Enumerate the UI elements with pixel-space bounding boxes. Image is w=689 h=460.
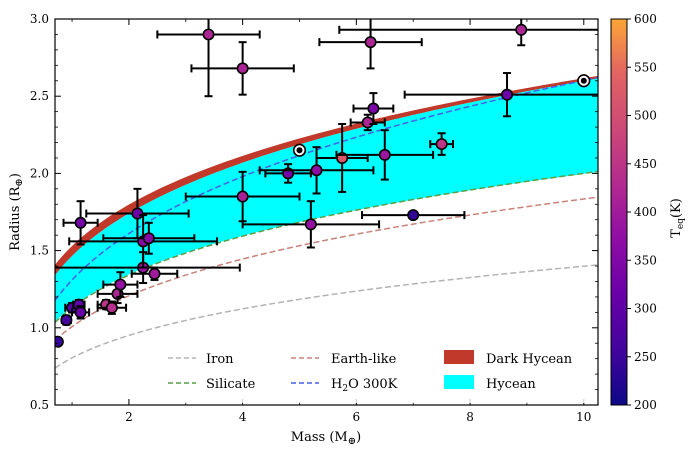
x-tick-label: 2 xyxy=(125,410,133,424)
legend-swatch-dark-hycean xyxy=(444,350,474,364)
colorbar-tick-label: 500 xyxy=(634,109,657,123)
data-point-5 xyxy=(71,305,91,320)
data-point-16 xyxy=(156,19,261,98)
y-tick-label: 2.0 xyxy=(30,166,49,180)
data-point-10 xyxy=(102,271,139,298)
iron-curve xyxy=(55,264,598,369)
x-tick-label: 8 xyxy=(466,410,474,424)
legend-label-iron: Iron xyxy=(206,352,234,367)
colorbar-tick-label: 550 xyxy=(634,60,657,74)
hycean-band xyxy=(55,78,598,322)
data-point-27 xyxy=(335,129,435,181)
y-tick-label: 0.5 xyxy=(30,398,49,412)
y-tick-label: 1.5 xyxy=(30,244,49,258)
data-point-26 xyxy=(352,92,395,125)
colorbar-tick-label: 300 xyxy=(634,302,657,316)
data-point-14 xyxy=(102,221,196,255)
y-tick-label: 1.0 xyxy=(30,321,49,335)
colorbar-tick-label: 400 xyxy=(634,205,657,219)
colorbar: 200 250 300 350 400 450 500 550 600 Teq(K) xyxy=(610,12,686,412)
y-axis-label: Radius (R⊕) xyxy=(8,173,25,251)
data-point-32 xyxy=(577,74,591,88)
data-point-18 xyxy=(184,170,301,223)
data-point-28 xyxy=(361,209,466,222)
data-point-8 xyxy=(96,300,128,315)
legend: Iron Earth-like Dark Hycean Silicate H2O… xyxy=(155,339,595,403)
legend-label-dark-hycean: Dark Hycean xyxy=(486,352,573,367)
data-point-15 xyxy=(130,266,179,281)
legend-box xyxy=(155,339,595,403)
data-point-20 xyxy=(292,143,307,157)
plot-area xyxy=(55,19,598,369)
colorbar-tick-label: 350 xyxy=(634,253,657,267)
data-point-25 xyxy=(318,19,423,70)
colorbar-tick-label: 600 xyxy=(634,12,657,26)
x-tick-label: 6 xyxy=(353,410,361,424)
legend-label-water: H2O 300K xyxy=(331,377,398,394)
plot-frame xyxy=(54,18,599,406)
colorbar-tick-label: 200 xyxy=(634,398,657,412)
legend-label-earth-like: Earth-like xyxy=(331,352,397,367)
earth-like-curve xyxy=(55,196,598,341)
data-point-17 xyxy=(190,41,295,96)
y-tick-label: 3.0 xyxy=(30,12,49,26)
y-tick-label: 2.5 xyxy=(30,89,49,103)
data-point-29 xyxy=(429,132,455,156)
axis-ticks: 2 4 6 8 10 0.5 1.0 1.5 2.0 2.5 3.0 xyxy=(30,12,598,424)
colorbar-tick-label: 450 xyxy=(634,157,657,171)
data-point-2 xyxy=(60,314,73,327)
x-tick-label: 10 xyxy=(576,410,591,424)
colorbar-tick-label: 250 xyxy=(634,350,657,364)
legend-swatch-hycean xyxy=(444,375,474,389)
data-point-21 xyxy=(241,200,381,249)
legend-label-hycean: Hycean xyxy=(486,377,536,392)
silicate-curve xyxy=(55,170,598,324)
data-point-31 xyxy=(338,19,598,47)
x-axis-label: Mass (M⊕) xyxy=(291,430,361,447)
data-point-6 xyxy=(62,200,99,246)
x-tick-label: 4 xyxy=(239,410,247,424)
data-point-30 xyxy=(403,72,598,118)
colorbar-gradient xyxy=(610,18,628,406)
data-point-1 xyxy=(55,335,64,348)
legend-label-silicate: Silicate xyxy=(206,377,256,392)
colorbar-label: Teq(K) xyxy=(669,198,686,238)
